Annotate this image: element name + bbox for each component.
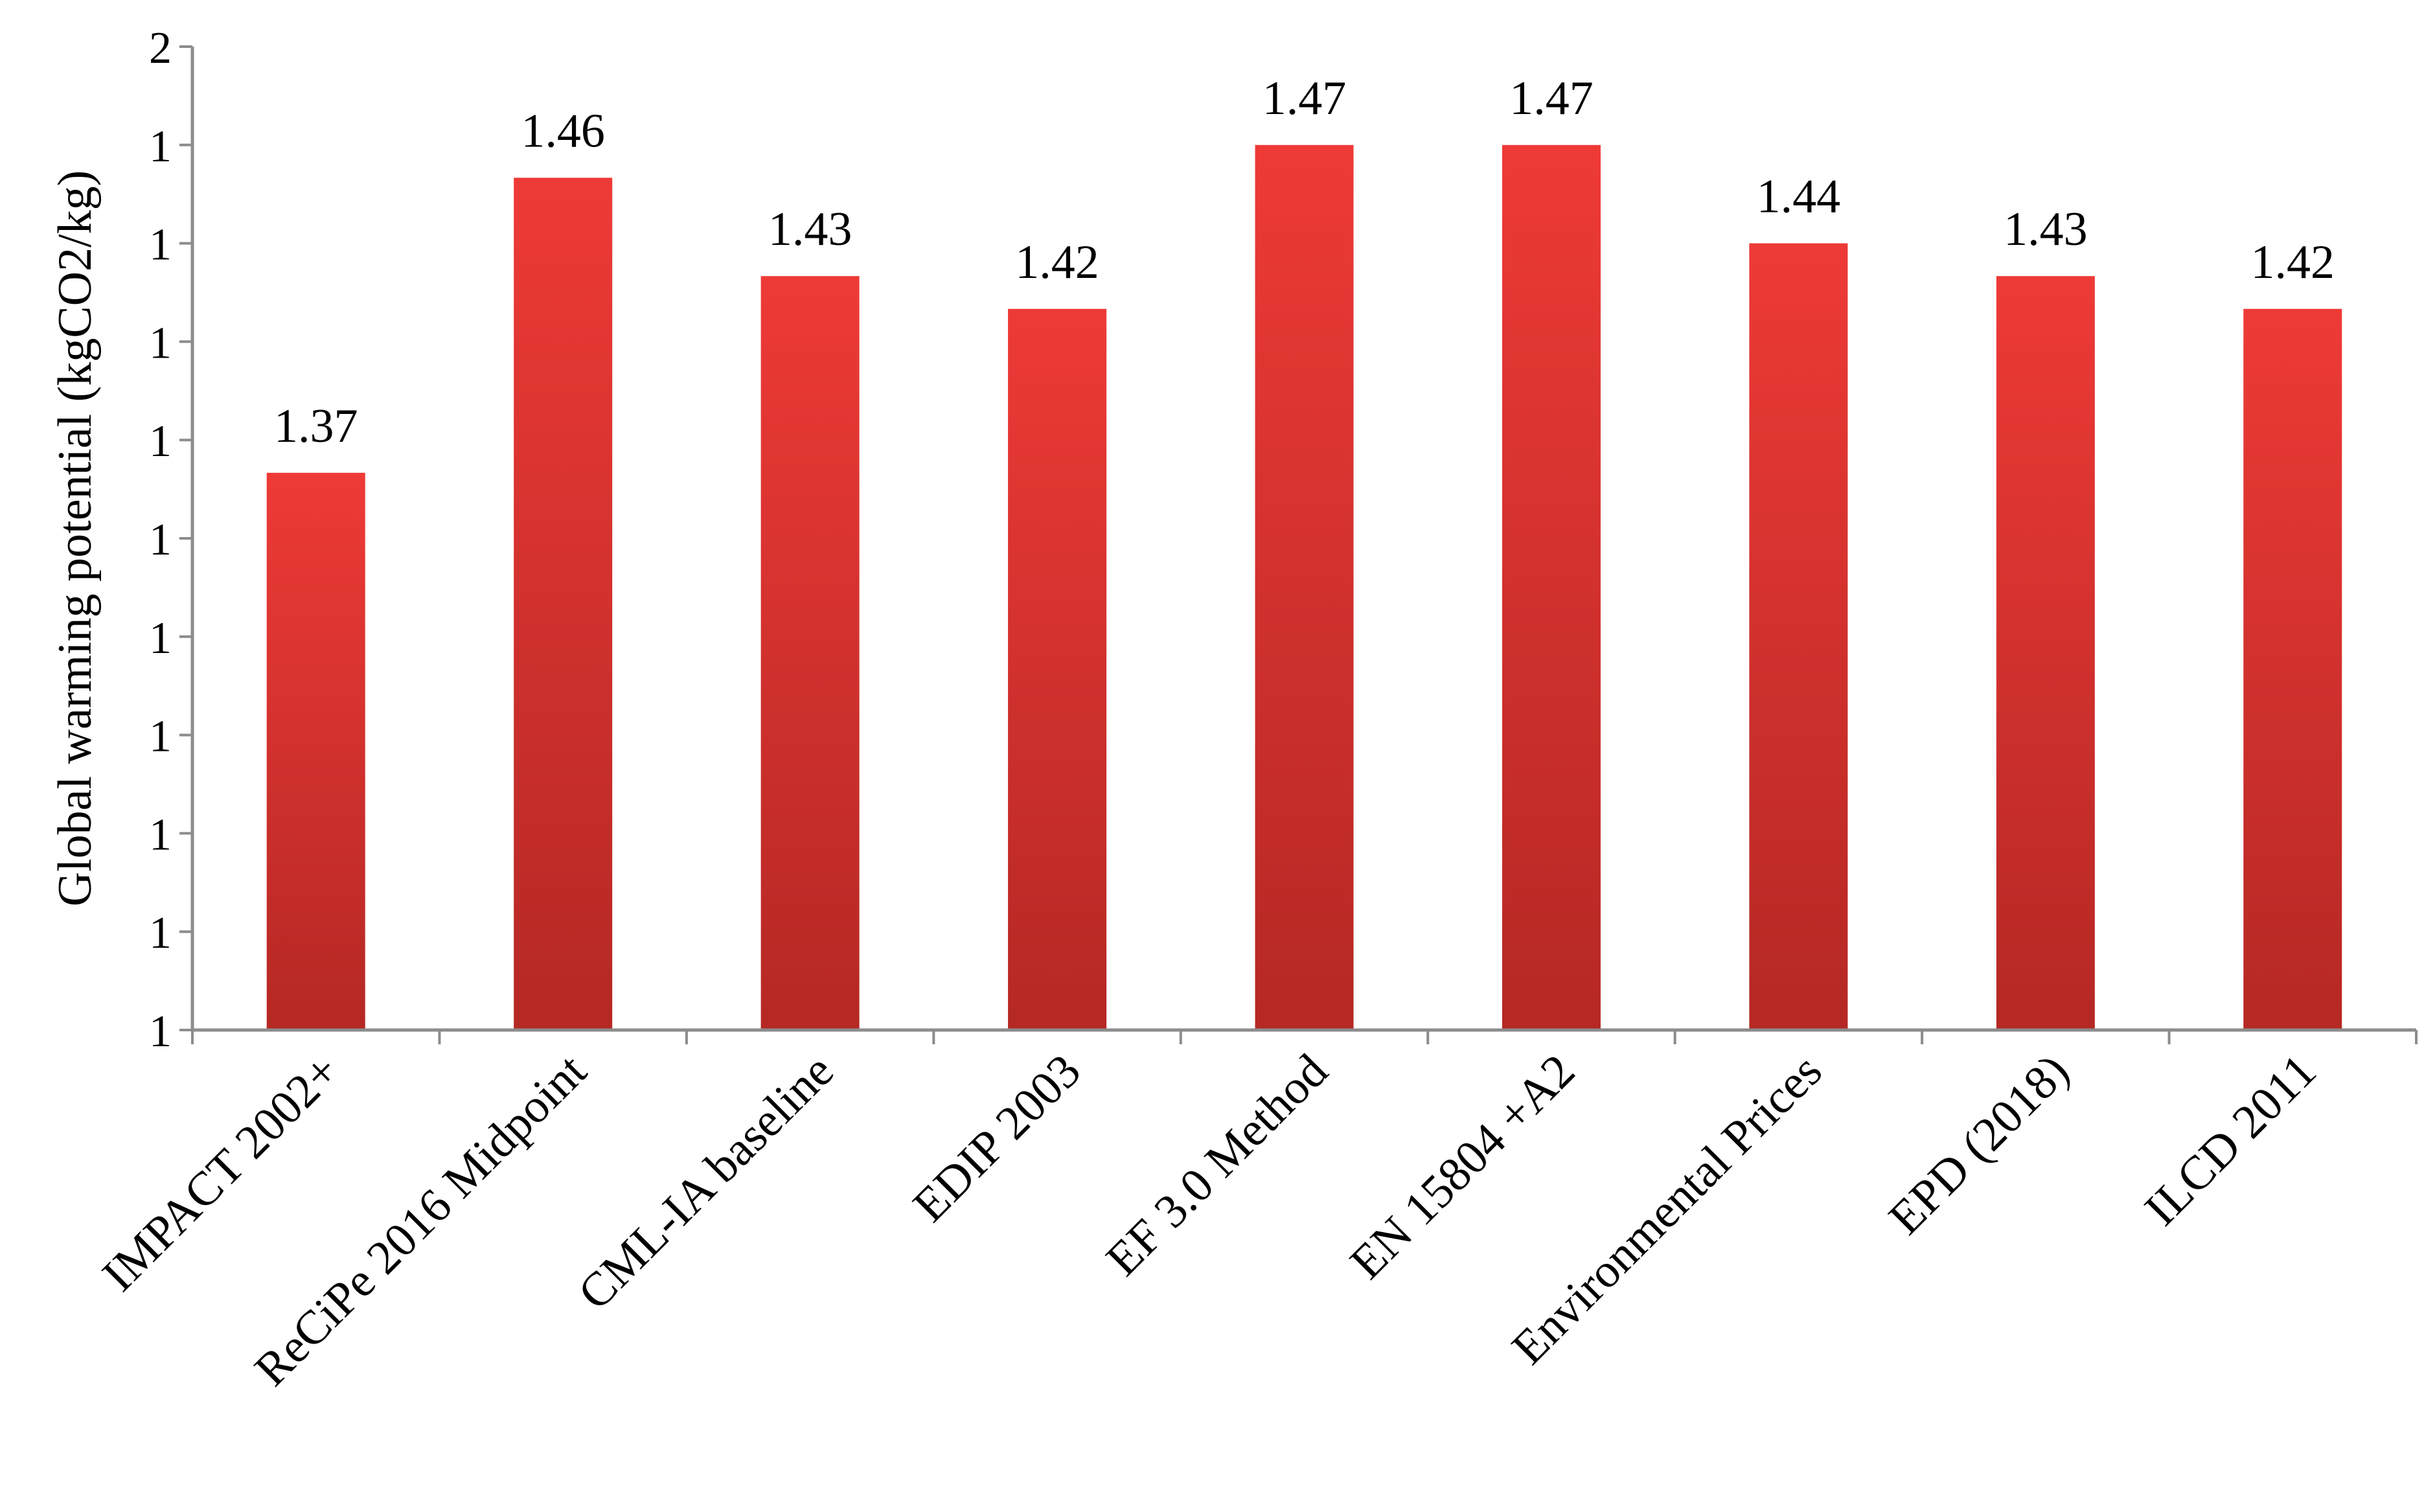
y-tick-label-1: 1 xyxy=(149,1007,172,1057)
data-label-1: 1.37 xyxy=(274,400,358,453)
x-tick-label-8: EPD (2018) xyxy=(1879,1044,2079,1244)
data-label-9: 1.42 xyxy=(2251,236,2335,289)
bar-4 xyxy=(1008,308,1107,1030)
y-tick-label-4: 1 xyxy=(149,712,172,762)
bar-3 xyxy=(760,276,860,1031)
bar-7 xyxy=(1749,243,1848,1031)
x-tick-label-5: EF 3.0 Method xyxy=(1096,1044,1338,1286)
axes-layer xyxy=(179,45,2418,1044)
y-tick-label-8: 1 xyxy=(149,318,172,368)
bar-9 xyxy=(2243,308,2342,1030)
y-tick-label-7: 1 xyxy=(149,417,172,466)
x-tick-label-3: CML-IA baseline xyxy=(568,1044,844,1320)
bar-1 xyxy=(266,472,365,1030)
y-tick-label-5: 1 xyxy=(149,613,172,663)
bar-6 xyxy=(1502,144,1601,1030)
y-tick-label-2: 1 xyxy=(149,908,172,958)
y-tick-label-3: 1 xyxy=(149,810,172,860)
bars-layer xyxy=(266,144,2342,1031)
data-label-2: 1.46 xyxy=(521,104,605,157)
data-label-6: 1.47 xyxy=(1509,72,1594,125)
data-label-4: 1.42 xyxy=(1015,236,1099,289)
bar-2 xyxy=(514,178,613,1030)
x-tick-label-9: ILCD 2011 xyxy=(2134,1044,2326,1236)
x-tick-label-4: EDIP 2003 xyxy=(903,1044,1091,1232)
y-tick-label-11: 2 xyxy=(149,23,172,73)
bar-8 xyxy=(1996,276,2095,1031)
y-axis-title: Global warming potential (kgCO2/kg) xyxy=(49,170,102,907)
data-label-3: 1.43 xyxy=(768,203,852,256)
bar-5 xyxy=(1255,144,1354,1030)
data-label-5: 1.47 xyxy=(1263,72,1347,125)
y-tick-label-10: 1 xyxy=(149,122,172,172)
x-tick-label-1: IMPACT 2002+ xyxy=(93,1044,350,1301)
y-tick-label-9: 1 xyxy=(149,220,172,270)
y-tick-label-6: 1 xyxy=(149,515,172,565)
data-label-7: 1.44 xyxy=(1757,170,1841,223)
data-label-8: 1.43 xyxy=(2004,203,2088,256)
x-tick-label-6: EN 15804 +A2 xyxy=(1340,1044,1585,1289)
